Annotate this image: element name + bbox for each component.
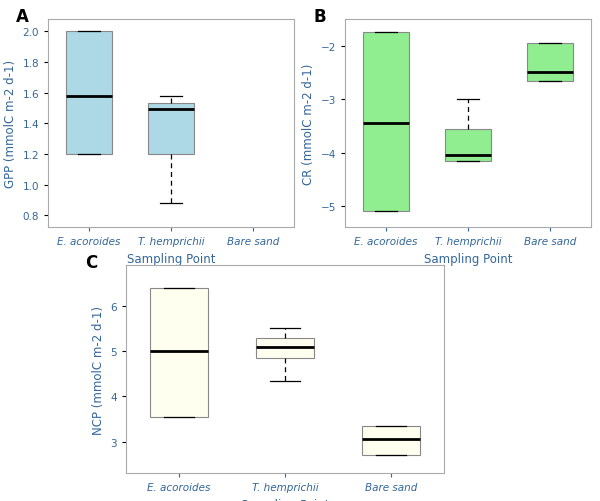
Y-axis label: CR (mmolC m-2 d-1): CR (mmolC m-2 d-1) [302, 64, 315, 184]
PathPatch shape [150, 288, 208, 417]
PathPatch shape [67, 32, 112, 155]
X-axis label: Sampling Point: Sampling Point [424, 253, 512, 266]
PathPatch shape [230, 231, 275, 240]
X-axis label: Sampling Point: Sampling Point [127, 253, 215, 266]
PathPatch shape [148, 104, 194, 155]
Text: B: B [313, 8, 326, 26]
PathPatch shape [527, 44, 572, 81]
PathPatch shape [445, 129, 491, 161]
X-axis label: Sampling Point: Sampling Point [241, 498, 329, 501]
Y-axis label: NCP (mmolC m-2 d-1): NCP (mmolC m-2 d-1) [92, 305, 105, 434]
PathPatch shape [256, 338, 314, 358]
Y-axis label: GPP (mmolC m-2 d-1): GPP (mmolC m-2 d-1) [4, 60, 17, 188]
Text: A: A [16, 8, 29, 26]
PathPatch shape [362, 426, 420, 455]
Text: C: C [85, 253, 97, 271]
PathPatch shape [364, 34, 409, 212]
